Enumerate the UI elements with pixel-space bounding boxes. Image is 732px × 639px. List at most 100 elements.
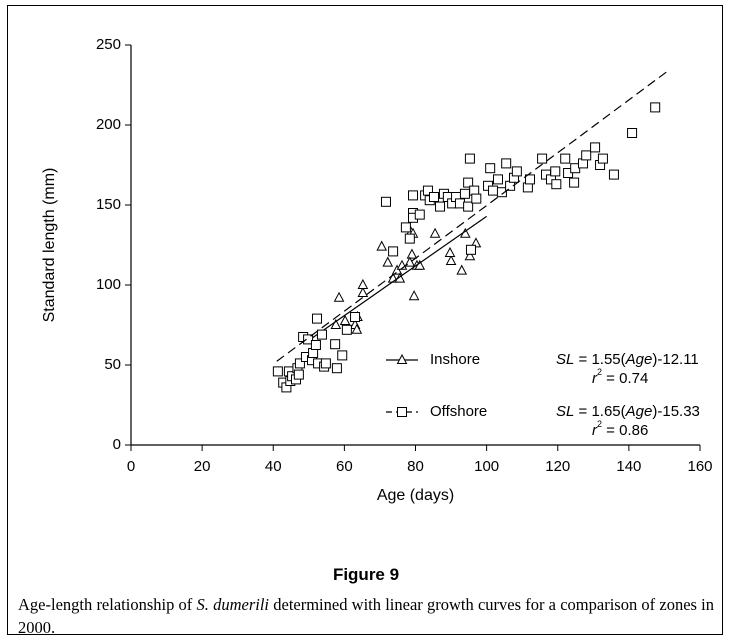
figure-frame (7, 5, 723, 635)
figure-label: Figure 9 (332, 565, 400, 584)
triangle-marker (330, 318, 342, 329)
x-tick-label: 80 (407, 458, 424, 475)
square-marker (463, 177, 474, 188)
square-marker (463, 201, 474, 212)
square-marker (454, 198, 465, 209)
square-marker (608, 169, 619, 180)
triangle-marker (357, 286, 369, 297)
fit-line (308, 215, 487, 341)
square-marker (501, 158, 512, 169)
x-tick-label: 0 (127, 458, 135, 475)
square-marker (294, 358, 305, 369)
y-tick-label: 50 (104, 356, 121, 373)
legend-label: Offshore (430, 403, 487, 420)
square-marker (465, 244, 476, 255)
fit-line (276, 70, 669, 362)
square-marker (560, 153, 571, 164)
x-tick-label: 120 (545, 458, 570, 475)
equation-part: Age (625, 351, 653, 368)
square-marker (341, 324, 352, 335)
square-marker (525, 174, 536, 185)
legend-label: Inshore (430, 351, 480, 368)
square-marker (537, 153, 548, 164)
square-marker (422, 185, 433, 196)
r-symbol: r (592, 422, 598, 439)
r-exponent: 2 (597, 367, 602, 377)
equation: SL = 1.65(Age)-15.33 (556, 403, 700, 420)
square-marker (590, 142, 601, 153)
chart: 0 50 100 150 200 250 0 20 40 60 80 100 120 140 160 Age … (41, 36, 712, 504)
square-marker (320, 358, 331, 369)
square-marker (488, 185, 499, 196)
y-tick-label: 250 (96, 36, 121, 53)
square-marker (400, 222, 411, 233)
triangle-marker (339, 314, 351, 325)
caption: Age-length relationship of S. dumerili d… (18, 593, 714, 639)
square-marker (330, 339, 341, 350)
equation-part: SL (556, 403, 574, 420)
square-marker (388, 246, 399, 257)
square-marker (303, 334, 314, 345)
square-marker (597, 153, 608, 164)
x-tick-label: 60 (336, 458, 353, 475)
equation-part: = 1.55( (574, 351, 625, 368)
square-marker (511, 166, 522, 177)
equation-part: = 1.65( (574, 403, 625, 420)
square-marker (550, 166, 561, 177)
square-marker (408, 190, 419, 201)
square-marker (293, 369, 304, 380)
r-squared: r2 = 0.74 (592, 367, 648, 387)
triangle-marker (351, 323, 363, 334)
r-symbol: r (592, 370, 598, 387)
square-marker (551, 179, 562, 190)
square-marker (485, 163, 496, 174)
x-axis-title: Age (days) (377, 487, 454, 504)
triangle-marker (396, 353, 408, 364)
triangle-marker (456, 264, 468, 275)
x-tick-label: 40 (265, 458, 282, 475)
triangle-marker (444, 246, 456, 257)
equation-part: )-12.11 (652, 351, 698, 368)
equation-part: )-15.33 (652, 403, 700, 420)
square-marker (581, 150, 592, 161)
r-value: = 0.86 (602, 422, 648, 439)
square-marker (496, 187, 507, 198)
triangle-marker (406, 248, 418, 259)
triangle-marker (333, 291, 345, 302)
caption-species: S. dumerili (196, 595, 270, 614)
x-tick-label: 140 (616, 458, 641, 475)
square-marker (272, 366, 283, 377)
triangle-marker (357, 278, 369, 289)
triangle-marker (382, 256, 394, 267)
square-marker (459, 188, 470, 199)
square-marker (380, 196, 391, 207)
r-value: = 0.74 (602, 370, 648, 387)
square-marker (397, 407, 407, 417)
y-tick-label: 150 (96, 196, 121, 213)
x-tick-label: 100 (474, 458, 499, 475)
square-marker (435, 201, 446, 212)
y-tick-label: 200 (96, 116, 121, 133)
r-squared: r2 = 0.86 (592, 419, 648, 439)
square-marker (493, 174, 504, 185)
square-marker (428, 192, 439, 202)
equation-part: Age (625, 403, 653, 420)
x-tick-label: 20 (194, 458, 211, 475)
equation: SL = 1.55(Age)-12.11 (556, 351, 699, 368)
square-marker (310, 340, 321, 350)
y-tick-label: 0 (113, 436, 121, 453)
y-tick-label: 100 (96, 276, 121, 293)
triangle-marker (408, 290, 420, 301)
square-marker (464, 153, 475, 164)
square-marker (627, 128, 638, 138)
square-marker (337, 350, 348, 361)
triangle-marker (376, 240, 388, 251)
triangle-marker (464, 250, 476, 261)
y-axis-title: Standard length (mm) (41, 168, 58, 323)
triangle-marker (391, 264, 403, 275)
square-marker (414, 209, 425, 220)
equation-part: SL (556, 351, 574, 368)
square-marker (331, 363, 342, 374)
caption-text: determined with linear growth curves for… (18, 595, 714, 637)
square-marker (569, 177, 580, 188)
